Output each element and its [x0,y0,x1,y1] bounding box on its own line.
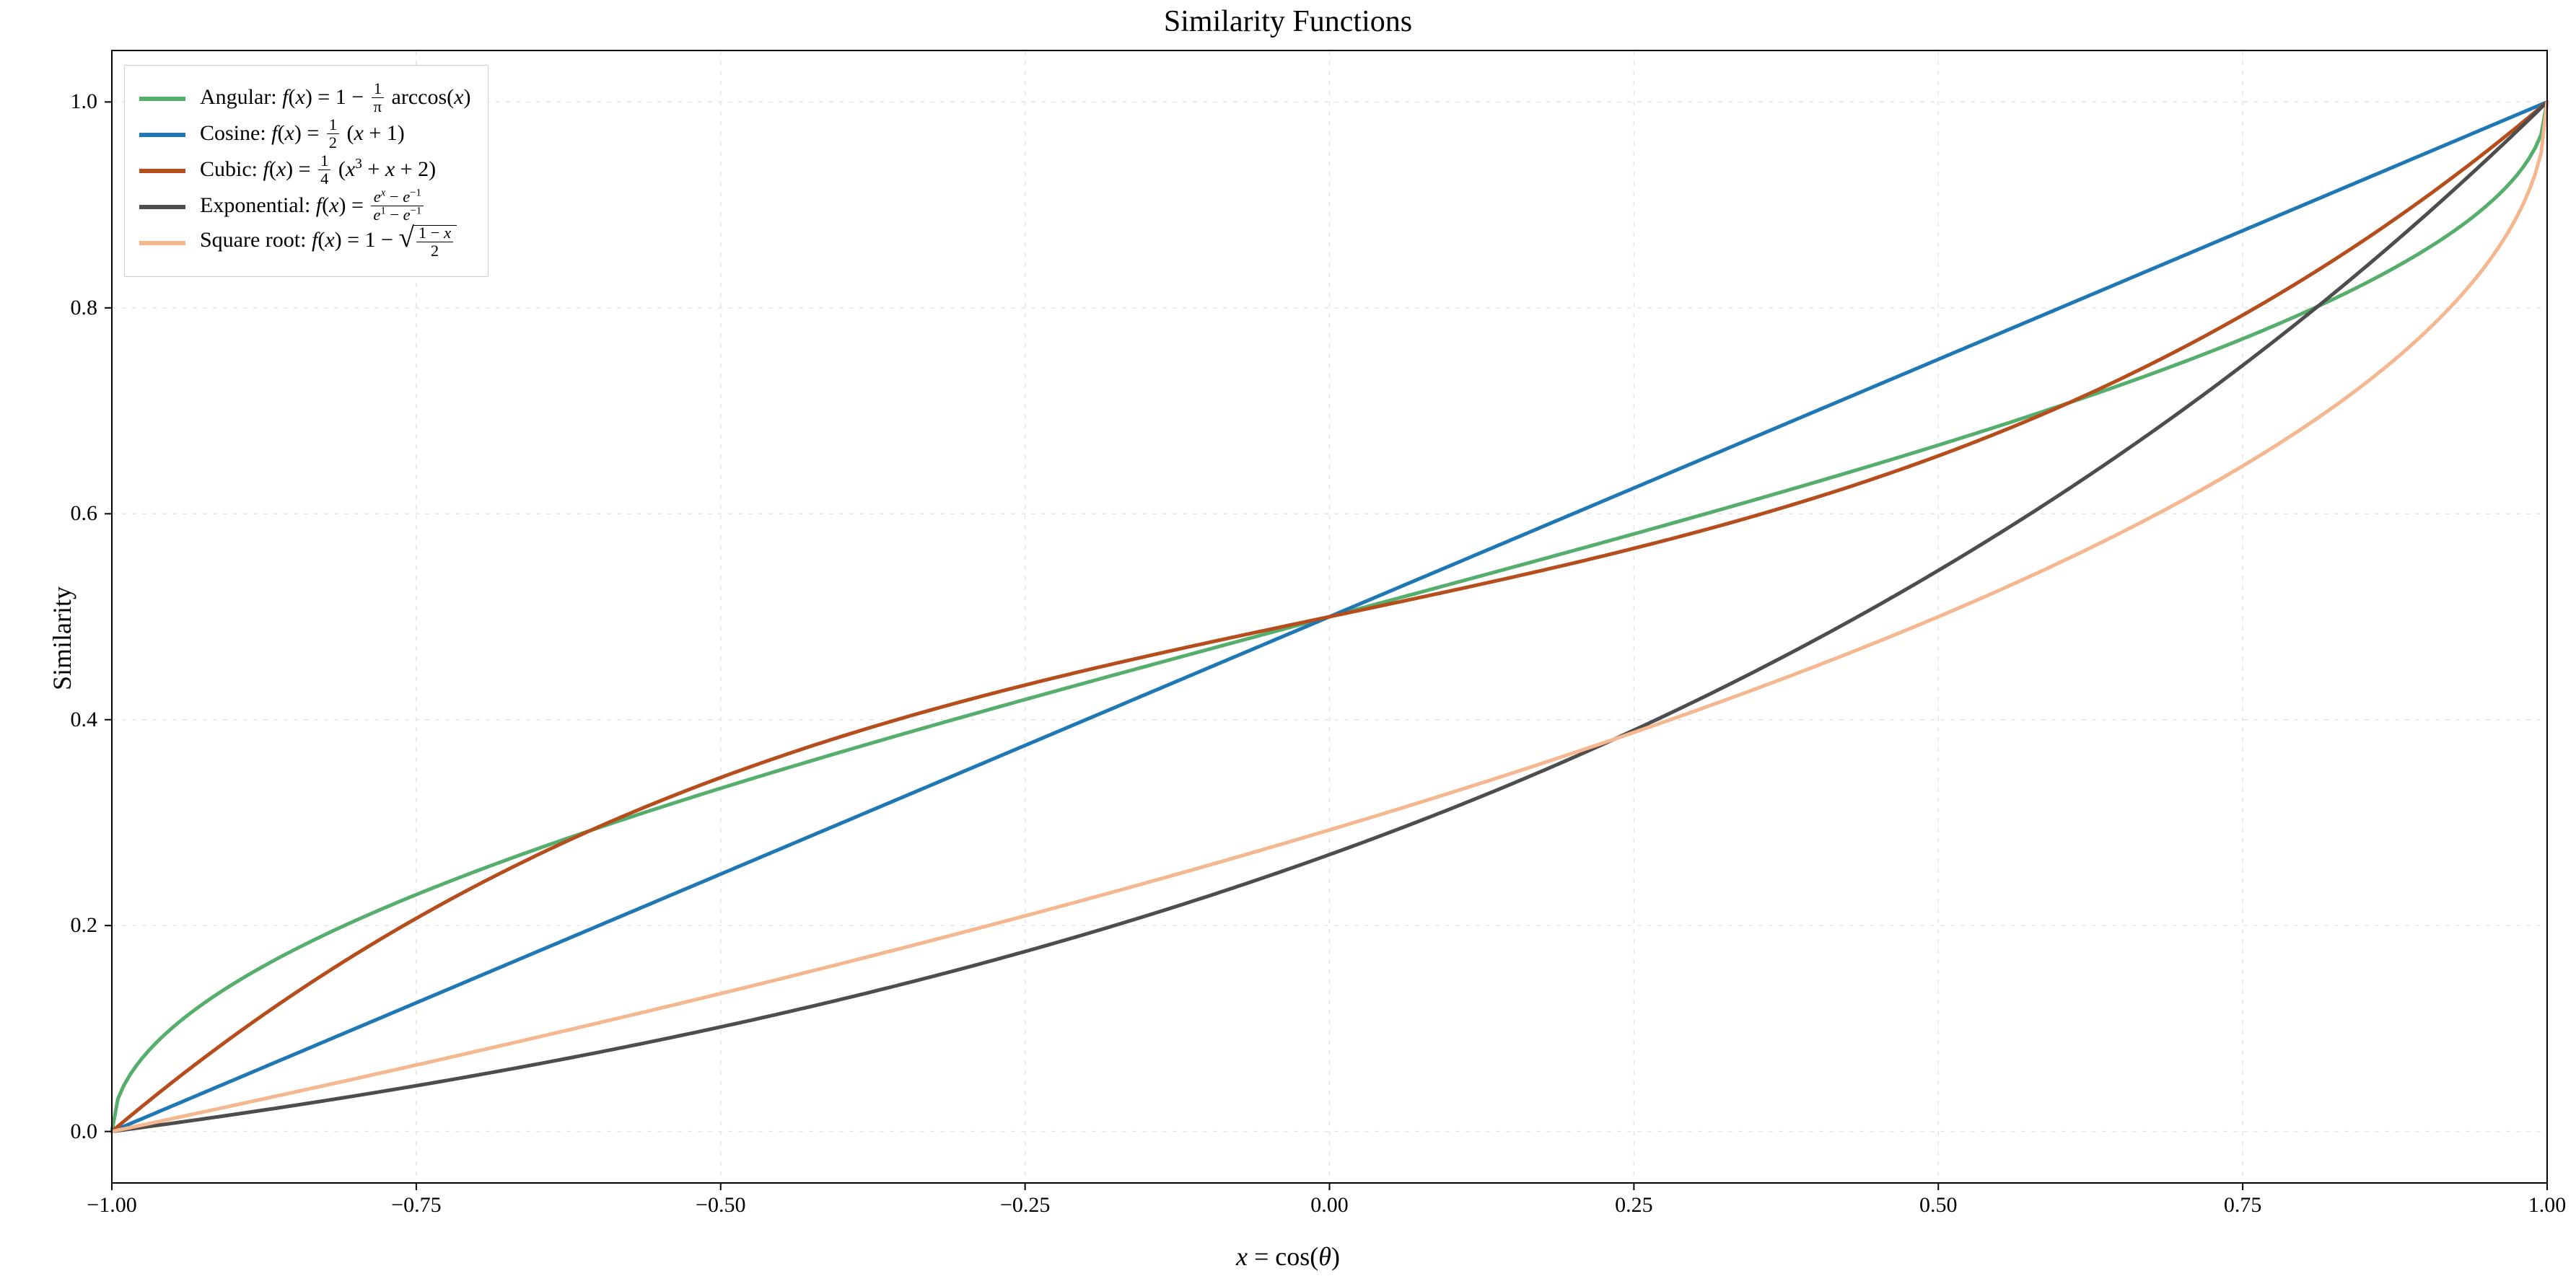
legend-item-sqrt: Square root: f(x) = 1 − √1 − x2 [139,227,470,259]
ytick-label: 1.0 [61,89,97,114]
legend-label: Angular: f(x) = 1 − 1π arccos(x) [200,82,470,116]
legend-item-cosine: Cosine: f(x) = 12 (x + 1) [139,119,470,151]
ytick-label: 0.2 [61,913,97,938]
ytick-label: 0.4 [61,708,97,732]
chart-page: Similarity Functions Similarity x = cos(… [0,0,2576,1276]
legend-label: Cosine: f(x) = 12 (x + 1) [200,118,405,152]
legend-swatch [139,241,185,245]
xtick-label: 0.00 [1310,1193,1349,1218]
legend-swatch [139,97,185,101]
legend-swatch [139,133,185,137]
xtick-label: 0.75 [2224,1193,2262,1218]
legend-label: Exponential: f(x) = ex − e−1e1 − e−1 [200,190,426,224]
legend-item-exponential: Exponential: f(x) = ex − e−1e1 − e−1 [139,191,470,223]
legend-swatch [139,169,185,173]
legend-item-angular: Angular: f(x) = 1 − 1π arccos(x) [139,83,470,115]
ytick-label: 0.8 [61,296,97,320]
ytick-label: 0.0 [61,1119,97,1144]
xtick-label: −0.75 [391,1193,441,1218]
xtick-label: −0.50 [696,1193,745,1218]
xtick-label: 0.50 [1919,1193,1958,1218]
legend: Angular: f(x) = 1 − 1π arccos(x)Cosine: … [124,65,489,277]
ytick-label: 0.6 [61,501,97,526]
xtick-label: 1.00 [2528,1193,2567,1218]
legend-swatch [139,205,185,209]
legend-label: Cubic: f(x) = 14 (x3 + x + 2) [200,154,436,188]
xtick-label: −1.00 [87,1193,136,1218]
legend-item-cubic: Cubic: f(x) = 14 (x3 + x + 2) [139,155,470,187]
xtick-label: −0.25 [1000,1193,1050,1218]
legend-label: Square root: f(x) = 1 − √1 − x2 [200,225,457,260]
xtick-label: 0.25 [1615,1193,1653,1218]
